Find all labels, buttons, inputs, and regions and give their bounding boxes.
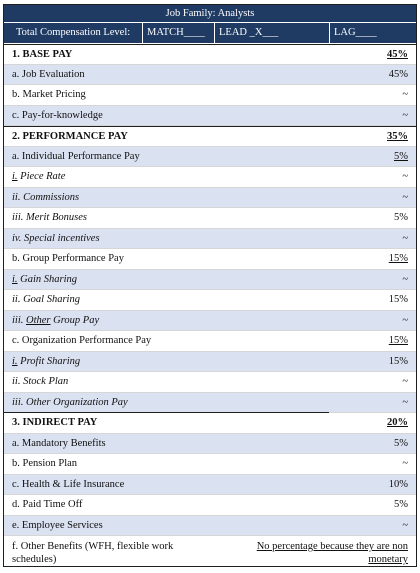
row-label: c. Pay-for-knowledge: [12, 109, 103, 121]
table-row: b. Market Pricing ~: [4, 85, 416, 106]
row-label-prefix: i.: [12, 273, 18, 285]
row-label: a. Individual Performance Pay: [12, 150, 140, 162]
row-label: b. Market Pricing: [12, 89, 86, 100]
row-value: ~: [402, 89, 408, 100]
table-row: c. Health & Life Insurance 10%: [4, 474, 416, 495]
section-title: 2. PERFORMANCE PAY: [12, 131, 128, 142]
row-label: b. Pension Plan: [12, 458, 78, 469]
row-label: iii. Other Group Pay: [12, 311, 99, 332]
indirect-pay-header: 3. INDIRECT PAY 20%: [4, 412, 416, 434]
row-label: b. Group Performance Pay: [12, 253, 124, 264]
row-value: 5%: [394, 212, 408, 223]
column-divider: [214, 23, 215, 43]
row-value: ~: [402, 232, 408, 244]
row-value: 15%: [388, 335, 408, 346]
row-value: ~: [402, 273, 408, 285]
table-row: a. Job Evaluation 45%: [4, 64, 416, 85]
compensation-table: Job Family: Analysts Total Compensation …: [3, 4, 417, 567]
table-row: e. Employee Services ~: [4, 515, 416, 536]
table-row: a. Individual Performance Pay 5%: [4, 146, 416, 167]
table-row: iii. Other Organization Pay ~: [4, 392, 416, 413]
table-row: f. Other Benefits (WFH, flexible work sc…: [4, 536, 416, 566]
row-label: a. Mandatory Benefits: [12, 437, 106, 449]
row-label: iii. Merit Bonuses: [12, 212, 87, 223]
row-value: ~: [402, 191, 408, 203]
row-label-text: Piece Rate: [17, 171, 66, 182]
table-row: i. Profit Sharing 15%: [4, 351, 416, 373]
row-label-text: Gain Sharing: [17, 273, 78, 285]
table-row: iii. Other Group Pay ~: [4, 310, 416, 332]
section-total: 20%: [387, 417, 408, 428]
row-value: ~: [402, 314, 408, 326]
table-row: b. Group Performance Pay 15%: [4, 249, 416, 270]
lead-option: LEAD _X___: [219, 27, 279, 38]
row-label: ii. Goal Sharing: [12, 294, 80, 305]
row-label: e. Employee Services: [12, 519, 103, 531]
section-total: 45%: [387, 49, 408, 60]
table-row: ii. Goal Sharing 15%: [4, 290, 416, 311]
row-label: d. Paid Time Off: [12, 499, 83, 510]
lag-option: LAG____: [334, 27, 377, 38]
job-family-title: Job Family: Analysts: [165, 8, 255, 19]
row-label: ii. Commissions: [12, 191, 80, 203]
row-label-prefix: iii.: [12, 314, 27, 326]
row-value: 15%: [388, 253, 408, 264]
section-title: 3. INDIRECT PAY: [12, 417, 98, 428]
row-label: f. Other Benefits (WFH, flexible work sc…: [12, 541, 174, 565]
row-value: 5%: [394, 437, 408, 449]
row-value: No percentage because they are non monet…: [256, 541, 408, 565]
row-label-underlined: Other: [26, 314, 51, 326]
row-value: 5%: [394, 150, 408, 162]
table-row: a. Mandatory Benefits 5%: [4, 433, 416, 454]
row-label: a. Job Evaluation: [12, 68, 85, 80]
row-value: ~: [402, 109, 408, 121]
row-value: 15%: [388, 294, 408, 305]
table-row: iii. Merit Bonuses 5%: [4, 208, 416, 229]
row-value: ~: [402, 458, 408, 469]
section-total: 35%: [387, 131, 408, 142]
row-value: ~: [402, 171, 408, 182]
table-row: b. Pension Plan ~: [4, 454, 416, 475]
table-row: c. Organization Performance Pay 15%: [4, 331, 416, 352]
row-value: 15%: [388, 355, 408, 367]
table-row: i. Piece Rate ~: [4, 167, 416, 188]
row-label: iv. Special incentives: [12, 232, 100, 244]
row-label: i. Gain Sharing: [12, 270, 77, 291]
row-value: ~: [402, 376, 408, 387]
row-value: ~: [402, 396, 408, 408]
row-label-prefix: i.: [12, 355, 18, 367]
compensation-level-bar: Total Compensation Level: MATCH____ LEAD…: [4, 23, 416, 44]
table-row: ii. Stock Plan ~: [4, 372, 416, 393]
row-label-text: Group Pay: [50, 314, 100, 326]
row-label: i. Profit Sharing: [12, 352, 80, 373]
row-label: i. Piece Rate: [12, 167, 65, 188]
row-label: c. Organization Performance Pay: [12, 335, 152, 346]
section-title: 1. BASE PAY: [12, 49, 73, 60]
row-label-text: Profit Sharing: [17, 355, 81, 367]
row-value: ~: [402, 519, 408, 531]
section-divider: [4, 412, 329, 413]
row-value: 10%: [388, 478, 408, 490]
table-row: d. Paid Time Off 5%: [4, 495, 416, 516]
title-bar: Job Family: Analysts: [4, 5, 416, 23]
table-row: i. Gain Sharing ~: [4, 269, 416, 291]
table-row: ii. Commissions ~: [4, 187, 416, 208]
column-divider: [142, 23, 143, 43]
match-option: MATCH____: [147, 27, 205, 38]
row-label: ii. Stock Plan: [12, 376, 69, 387]
table-row: c. Pay-for-knowledge ~: [4, 105, 416, 126]
compensation-level-label: Total Compensation Level:: [16, 27, 131, 38]
column-divider: [329, 23, 330, 43]
row-label-prefix: i.: [12, 171, 18, 182]
row-label: c. Health & Life Insurance: [12, 478, 125, 490]
row-value: 45%: [388, 68, 408, 80]
base-pay-header: 1. BASE PAY 45%: [4, 44, 416, 65]
row-label: iii. Other Organization Pay: [12, 396, 128, 408]
performance-pay-header: 2. PERFORMANCE PAY 35%: [4, 126, 416, 147]
row-value: 5%: [394, 499, 408, 510]
table-row: iv. Special incentives ~: [4, 228, 416, 249]
